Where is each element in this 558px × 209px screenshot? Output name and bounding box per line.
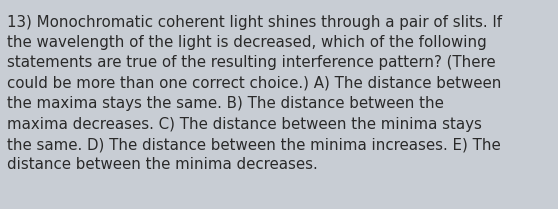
Text: 13) Monochromatic coherent light shines through a pair of slits. If
the waveleng: 13) Monochromatic coherent light shines … bbox=[7, 15, 502, 172]
